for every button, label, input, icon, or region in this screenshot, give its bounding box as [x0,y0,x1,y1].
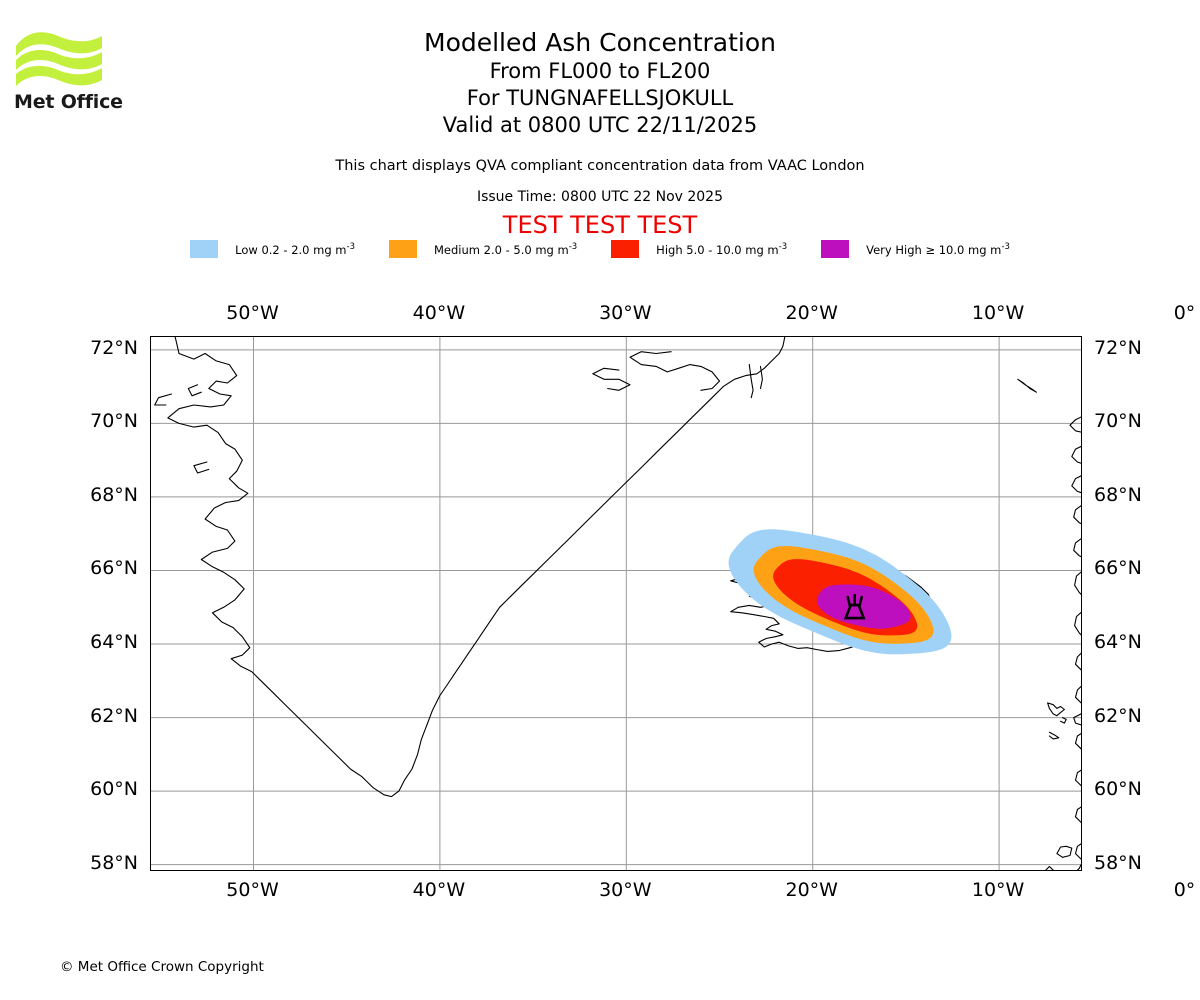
flight-level-subtitle: From FL000 to FL200 [489,59,711,83]
lon-label-top-20: 20°W [785,302,838,324]
legend-swatch-high [611,240,640,258]
legend-item-low: Low 0.2 - 2.0 mg m-3 [190,240,355,258]
copyright-footer: © Met Office Crown Copyright [60,959,264,975]
legend-label-low: Low 0.2 - 2.0 mg m-3 [235,241,355,257]
ash-plume-contours [728,529,952,655]
qva-note: This chart displays QVA compliant concen… [335,158,865,174]
met-office-logo: Met Office [14,28,134,118]
lat-label-left-66: 66°N [90,557,138,580]
legend-item-very-high: Very High ≥ 10.0 mg m-3 [821,240,1010,258]
ash-concentration-map: 72°N 72°N 70°N 70°N 68°N 68°N 66°N 66°N 64°N 64°N… [90,302,1195,901]
lat-label-left-68: 68°N [90,483,138,506]
lon-label-bottom-40: 40°W [412,879,466,901]
chart-info-block: This chart displays QVA compliant concen… [0,156,1200,239]
lon-label-bottom-30: 30°W [599,879,652,901]
lat-label-right-62: 62°N [1094,704,1142,727]
lon-label-top-50: 50°W [226,302,279,324]
legend-label-very-high: Very High ≥ 10.0 mg m-3 [866,241,1010,257]
met-office-waves-icon [16,32,102,86]
lat-label-left-60: 60°N [90,778,138,801]
lon-label-top-30: 30°W [599,302,652,324]
lat-label-right-66: 66°N [1094,557,1142,580]
valid-time-subtitle: Valid at 0800 UTC 22/11/2025 [442,113,758,137]
met-office-logo-text: Met Office [14,91,123,113]
legend-swatch-medium [388,240,417,258]
lon-label-bottom-50: 50°W [226,879,279,901]
lon-label-bottom-10: 10°W [971,879,1025,901]
map-canvas [151,337,1081,870]
map-gridlines [151,337,1081,870]
issue-time: Issue Time: 0800 UTC 22 Nov 2025 [476,189,724,205]
legend-label-high: High 5.0 - 10.0 mg m-3 [656,241,788,257]
lat-label-left-64: 64°N [90,631,138,654]
lat-label-right-58: 58°N [1094,851,1142,874]
lat-label-right-64: 64°N [1094,631,1142,654]
lat-label-left-70: 70°N [90,410,138,433]
lon-label-top-0: 0° [1173,302,1196,324]
lat-label-left-62: 62°N [90,704,138,727]
lon-label-bottom-0: 0° [1173,879,1196,901]
lat-label-right-60: 60°N [1094,778,1142,801]
legend-item-high: High 5.0 - 10.0 mg m-3 [611,240,787,258]
page-title: Modelled Ash Concentration [424,28,776,57]
legend-swatch-low [190,240,219,258]
chart-title-block: Modelled Ash Concentration From FL000 to… [0,28,1200,139]
lon-label-top-40: 40°W [412,302,466,324]
lat-label-right-68: 68°N [1094,483,1142,506]
lon-label-top-10: 10°W [971,302,1025,324]
map-plot-area [150,336,1082,871]
test-banner: TEST TEST TEST [502,211,698,239]
lat-label-left-72: 72°N [90,336,138,359]
lat-label-right-70: 70°N [1094,410,1142,433]
legend-label-medium: Medium 2.0 - 5.0 mg m-3 [433,241,578,257]
lat-label-left-58: 58°N [90,851,138,874]
plume-band-very [816,584,911,629]
map-coastlines [154,337,1081,870]
legend-item-medium: Medium 2.0 - 5.0 mg m-3 [388,240,578,258]
volcano-icon [843,593,866,620]
lat-label-right-72: 72°N [1094,336,1142,359]
legend-swatch-very-high [821,240,850,258]
concentration-legend: Low 0.2 - 2.0 mg m-3 Medium 2.0 - 5.0 mg… [0,240,1200,258]
volcano-subtitle: For TUNGNAFELLSJOKULL [466,86,734,110]
lon-label-bottom-20: 20°W [785,879,838,901]
